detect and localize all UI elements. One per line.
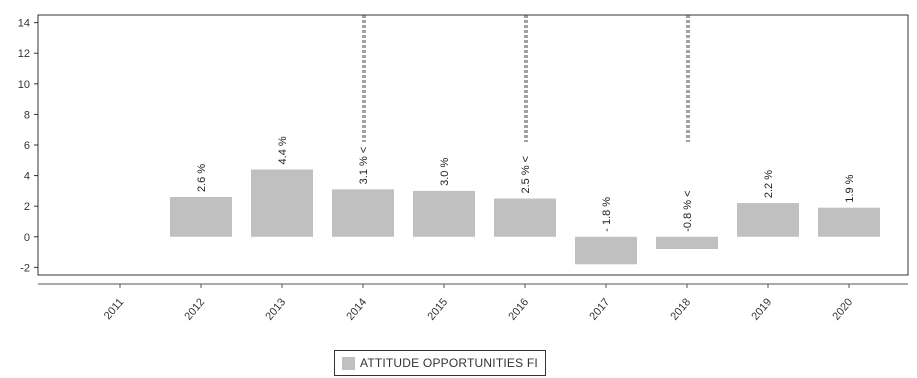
x-tick-label: 2011 (102, 296, 126, 322)
bar (413, 190, 475, 237)
y-tick-label: 0 (24, 232, 30, 244)
x-tick-label: 2020 (830, 296, 855, 322)
x-tick-label: 2013 (263, 296, 288, 322)
bar (494, 198, 556, 237)
legend-label: ATTITUDE OPPORTUNITIES FI (360, 356, 538, 370)
bar-data-label: -0.8 % < (682, 190, 694, 231)
x-tick-label: 2016 (506, 296, 531, 322)
bars (170, 169, 880, 265)
bar-data-label: 2.5 % < (520, 156, 532, 194)
legend: ATTITUDE OPPORTUNITIES FI (334, 350, 546, 376)
x-tick-label: 2012 (182, 296, 207, 322)
legend-swatch (342, 356, 355, 370)
marker-lines (362, 15, 690, 142)
bar-data-label: 4.4 % (277, 136, 289, 164)
x-tick-label: 2018 (668, 296, 693, 322)
y-tick-label: 2 (24, 201, 30, 213)
y-tick-label: 10 (18, 79, 30, 91)
y-tick-label: 14 (18, 18, 30, 30)
bar-data-label: - 1.8 % (601, 197, 613, 232)
bar (575, 236, 637, 265)
y-tick-label: -2 (20, 262, 30, 274)
y-tick-label: 4 (24, 171, 30, 183)
x-axis: 2011 2012 2013 2014 2015 2016 2017 2018 2019 2020 (38, 283, 908, 323)
bar-data-label: 2.6 % (196, 164, 208, 192)
bar (251, 169, 313, 237)
bar (656, 236, 718, 249)
x-tick-label: 2019 (749, 296, 774, 322)
y-tick-label: 8 (24, 109, 30, 121)
bar (818, 207, 880, 237)
x-tick-label: 2017 (587, 296, 612, 322)
bar-data-label: 3.1 % < (358, 147, 370, 185)
bar-data-label: 3.0 % (439, 158, 451, 186)
y-tick-label: 6 (24, 140, 30, 152)
bar-labels: 2.6 % 4.4 % 3.1 % < 3.0 % 2.5 % < - 1.8 % -0.8… (196, 136, 856, 232)
x-tick-label: 2014 (344, 296, 369, 322)
bar (170, 197, 232, 237)
y-tick-label: 12 (18, 48, 30, 60)
x-tick-label: 2015 (425, 296, 450, 322)
bar (737, 203, 799, 237)
bar-data-label: 2.2 % (763, 170, 775, 198)
bar-data-label: 1.9 % (844, 174, 856, 202)
y-axis: -2 0 2 4 6 8 10 12 14 (18, 18, 38, 274)
bar (332, 189, 394, 237)
